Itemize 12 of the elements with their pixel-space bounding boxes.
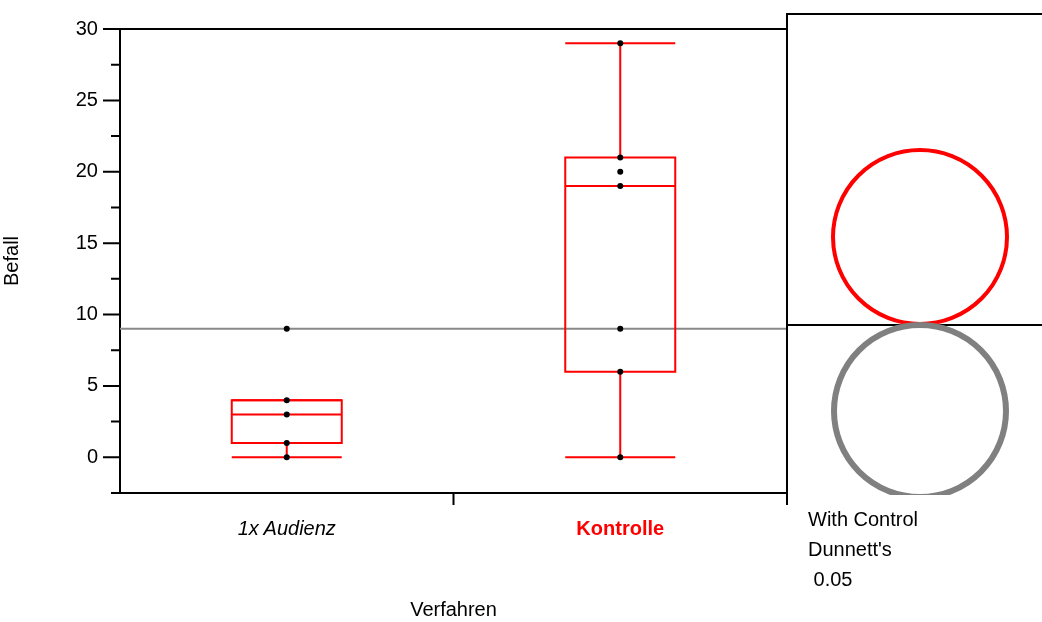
y-tick-label: 20 [75,159,98,182]
x-tick-label: 1x Audienz [237,516,336,539]
y-tick-label: 10 [75,302,98,325]
y-tick-label: 0 [86,444,98,467]
text: With Control Dunnett's 0.05 [808,507,919,592]
x-tick-label: Kontrolle [576,516,665,539]
y-axis-title: Befall [0,235,22,287]
y-tick-label: 25 [75,87,98,110]
y-tick-label: 5 [86,373,98,396]
y-tick-label: 15 [75,230,98,253]
x-axis-title: Verfahren [410,597,497,620]
y-tick-label: 30 [75,16,98,39]
